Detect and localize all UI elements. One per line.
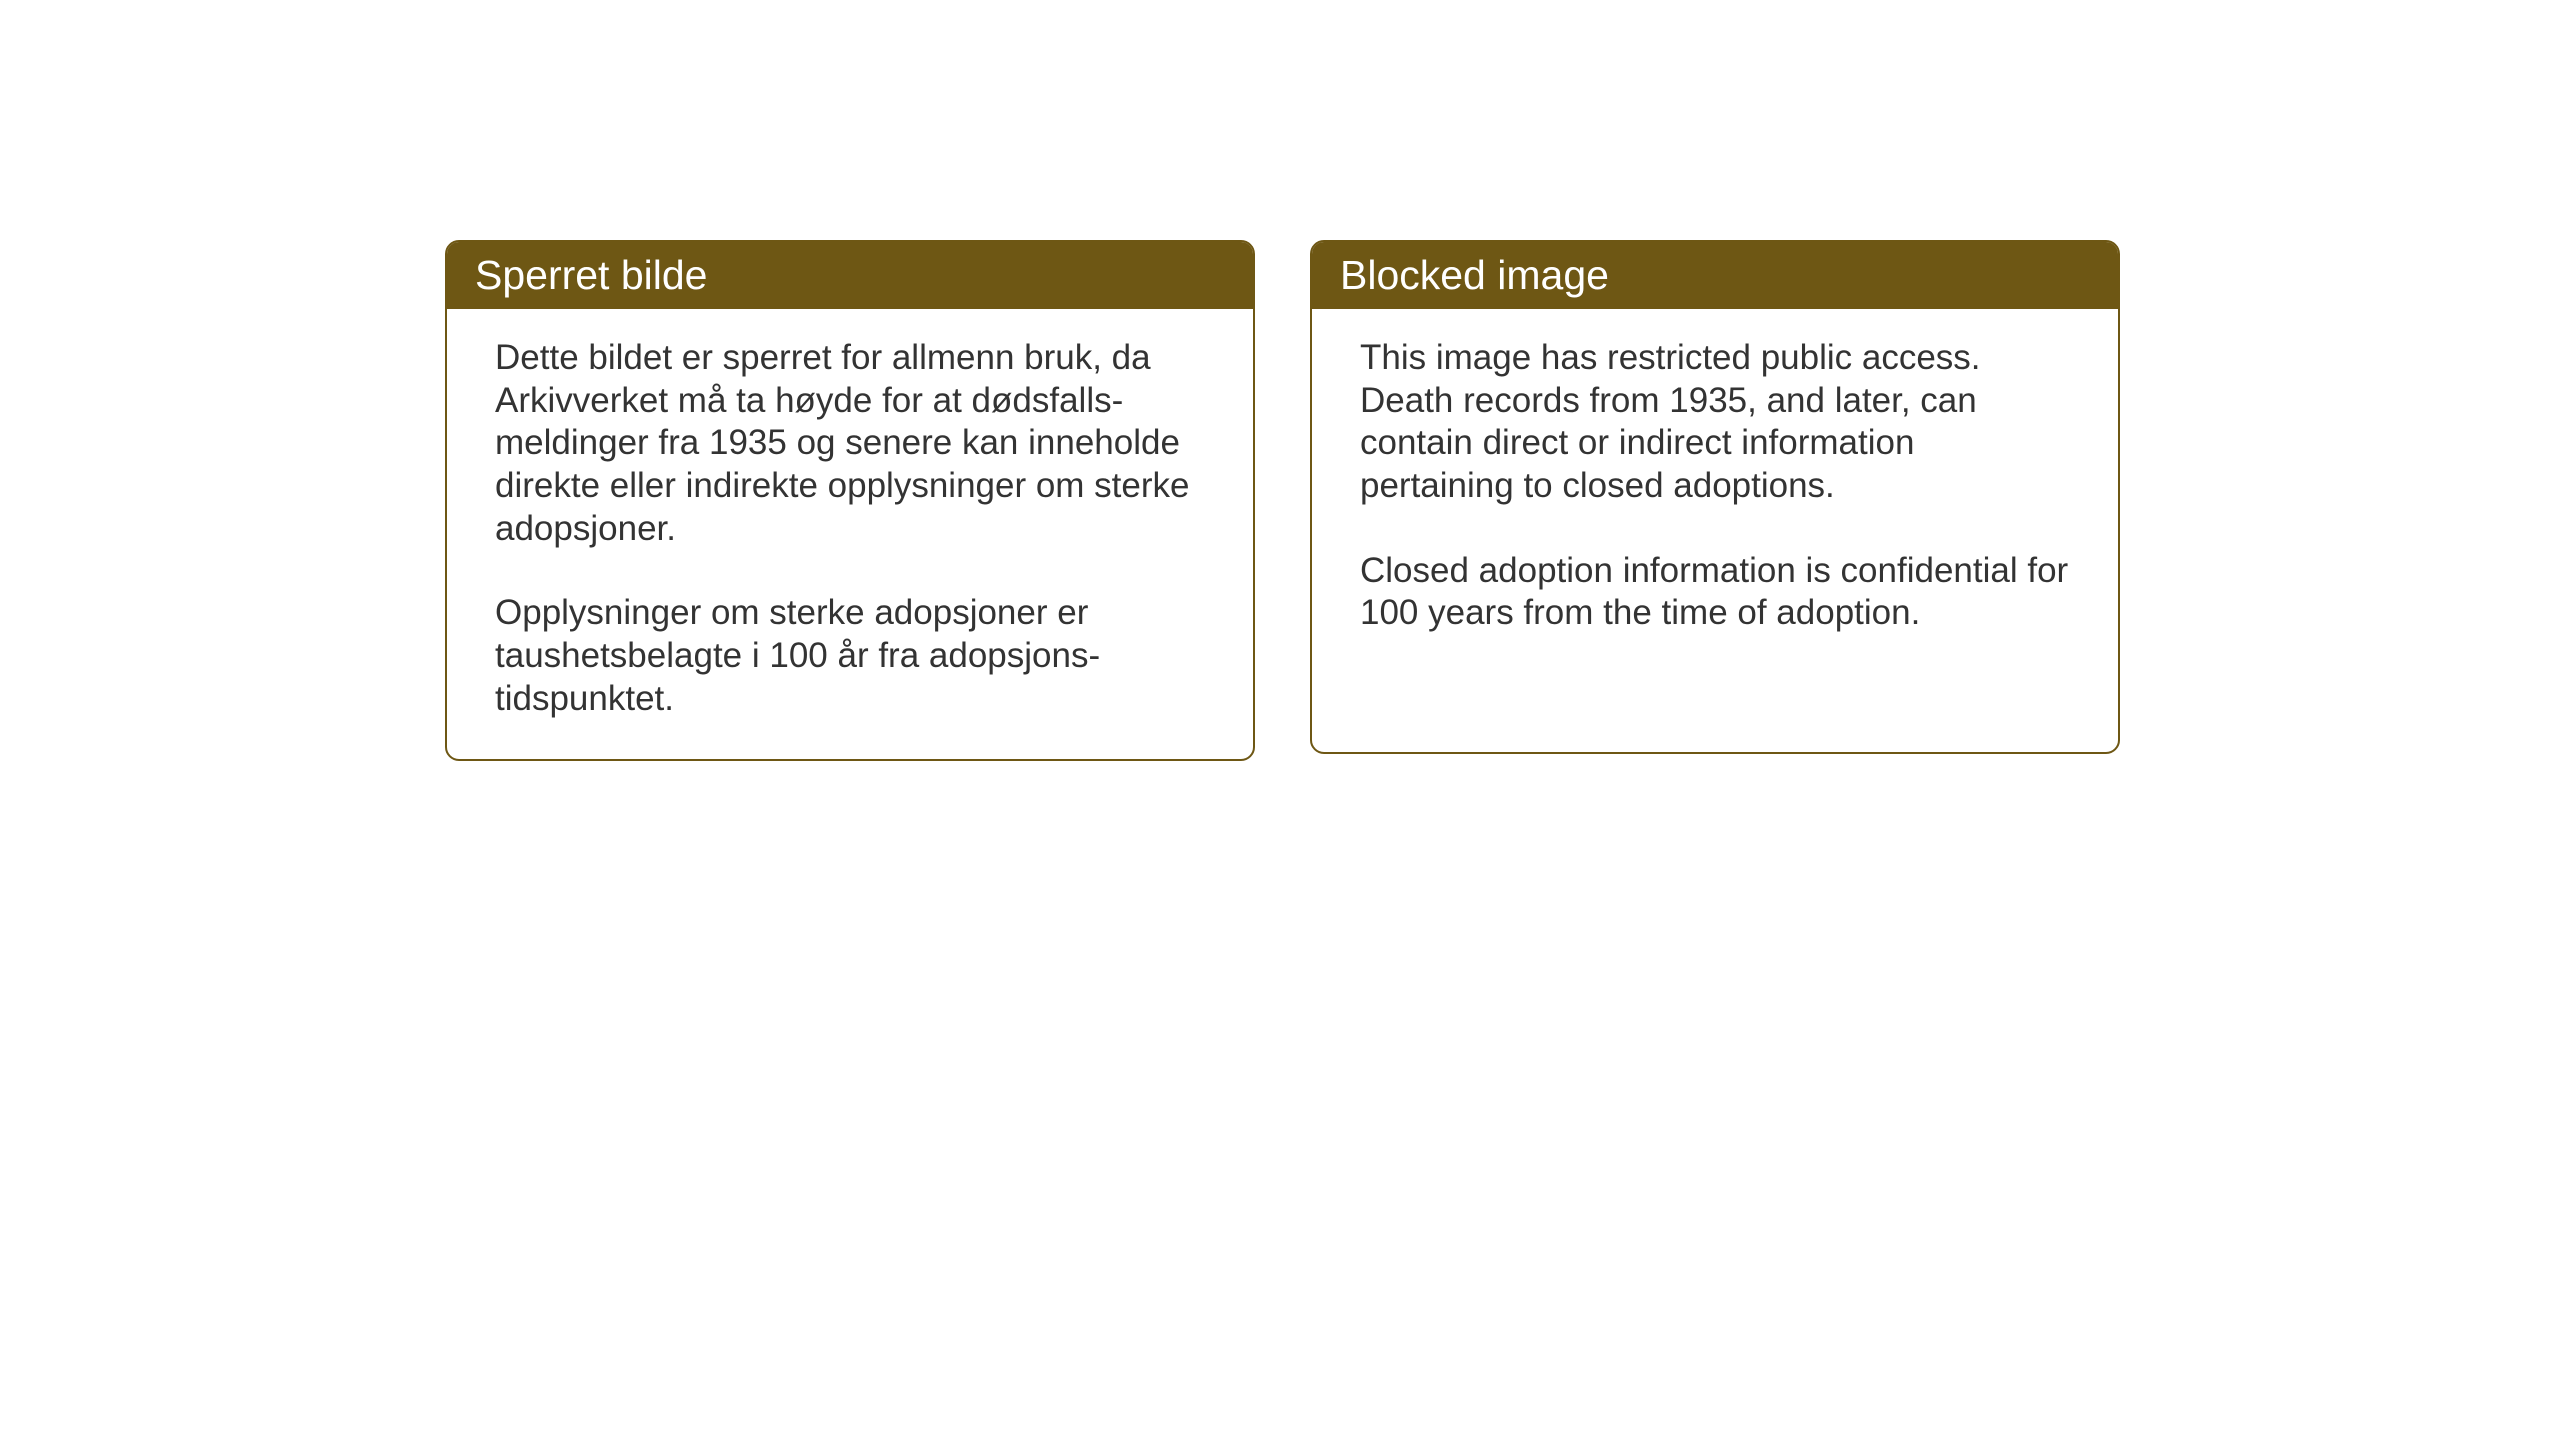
notice-card-english: Blocked image This image has restricted … — [1310, 240, 2120, 754]
paragraph-no-1: Dette bildet er sperret for allmenn bruk… — [495, 337, 1205, 550]
card-header-english: Blocked image — [1312, 242, 2118, 309]
notice-card-norwegian: Sperret bilde Dette bildet er sperret fo… — [445, 240, 1255, 761]
card-body-english: This image has restricted public access.… — [1312, 309, 2118, 673]
paragraph-en-2: Closed adoption information is confident… — [1360, 550, 2070, 635]
paragraph-no-2: Opplysninger om sterke adopsjoner er tau… — [495, 592, 1205, 720]
card-body-norwegian: Dette bildet er sperret for allmenn bruk… — [447, 309, 1253, 759]
card-header-norwegian: Sperret bilde — [447, 242, 1253, 309]
paragraph-en-1: This image has restricted public access.… — [1360, 337, 2070, 508]
notice-container: Sperret bilde Dette bildet er sperret fo… — [445, 240, 2120, 761]
